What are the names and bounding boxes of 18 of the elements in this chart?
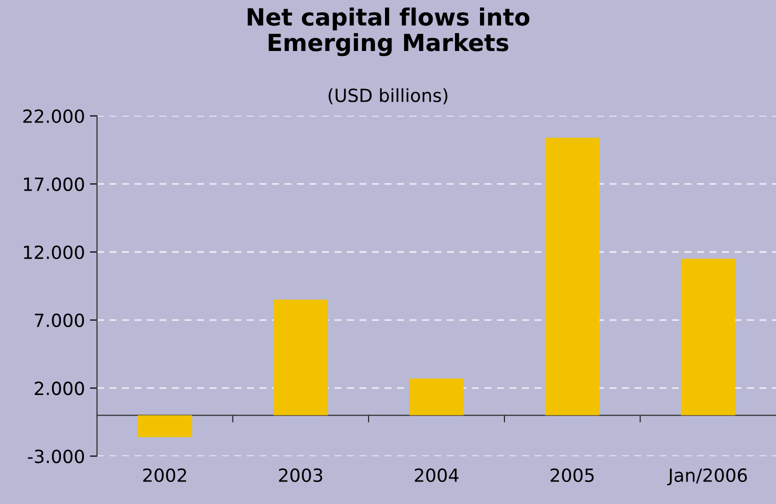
- bar: [680, 258, 736, 416]
- x-tick-label: 2004: [414, 468, 458, 482]
- y-tick-label: 12.000: [24, 245, 84, 260]
- y-tick-label: 17.000: [24, 177, 84, 192]
- bar: [545, 138, 600, 416]
- y-tick-label: 22.000: [23, 109, 84, 124]
- x-tick-label: 2003: [279, 468, 322, 482]
- bar: [274, 300, 328, 416]
- x-tick-label: 2005: [550, 468, 594, 482]
- y-tick-label: 7.000: [34, 314, 84, 328]
- chart-subtitle: (USD billions): [328, 88, 448, 104]
- chart-title: Net capital flows into Emerging Markets: [248, 8, 530, 56]
- bar: [409, 378, 464, 416]
- x-tick-label: Jan/2006: [667, 468, 747, 486]
- y-tick-label: 2.000: [34, 382, 84, 396]
- x-tick-label: 2002: [143, 468, 186, 482]
- bar: [138, 415, 192, 438]
- y-tick-label: -3.000: [28, 450, 84, 464]
